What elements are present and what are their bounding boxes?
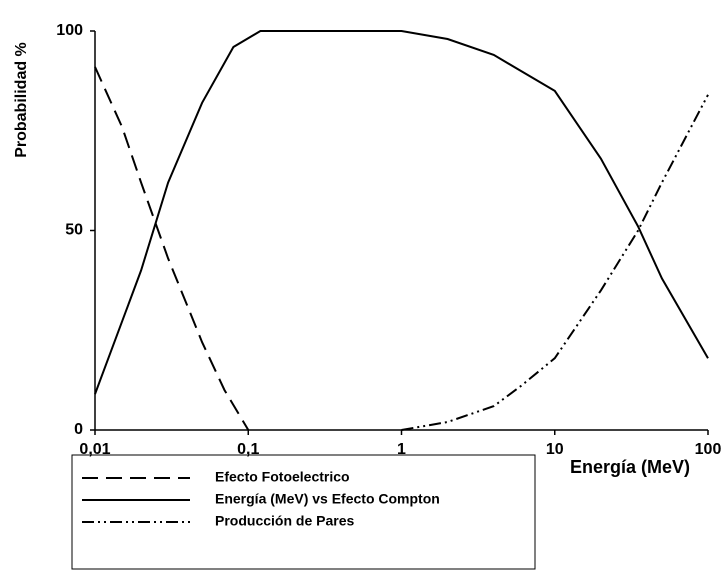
x-tick-label: 1 [397,441,406,458]
series-line [94,30,709,395]
legend-label: Producción de Pares [215,513,354,529]
x-tick-label: 0,01 [79,441,110,458]
y-tick-label: 100 [56,22,83,39]
series-line [94,66,250,431]
y-tick-label: 0 [74,421,83,438]
series-line [401,94,709,431]
legend-box [71,454,536,570]
legend-label: Efecto Fotoelectrico [215,469,350,485]
y-tick-label: 50 [65,222,83,239]
x-tick-label: 100 [695,441,722,458]
y-axis-label: Probabilidad % [13,42,30,158]
legend-label: Energía (MeV) vs Efecto Compton [215,491,440,507]
x-axis-label: Energía (MeV) [570,457,690,477]
x-tick-label: 10 [546,441,564,458]
x-tick-label: 0,1 [237,441,259,458]
